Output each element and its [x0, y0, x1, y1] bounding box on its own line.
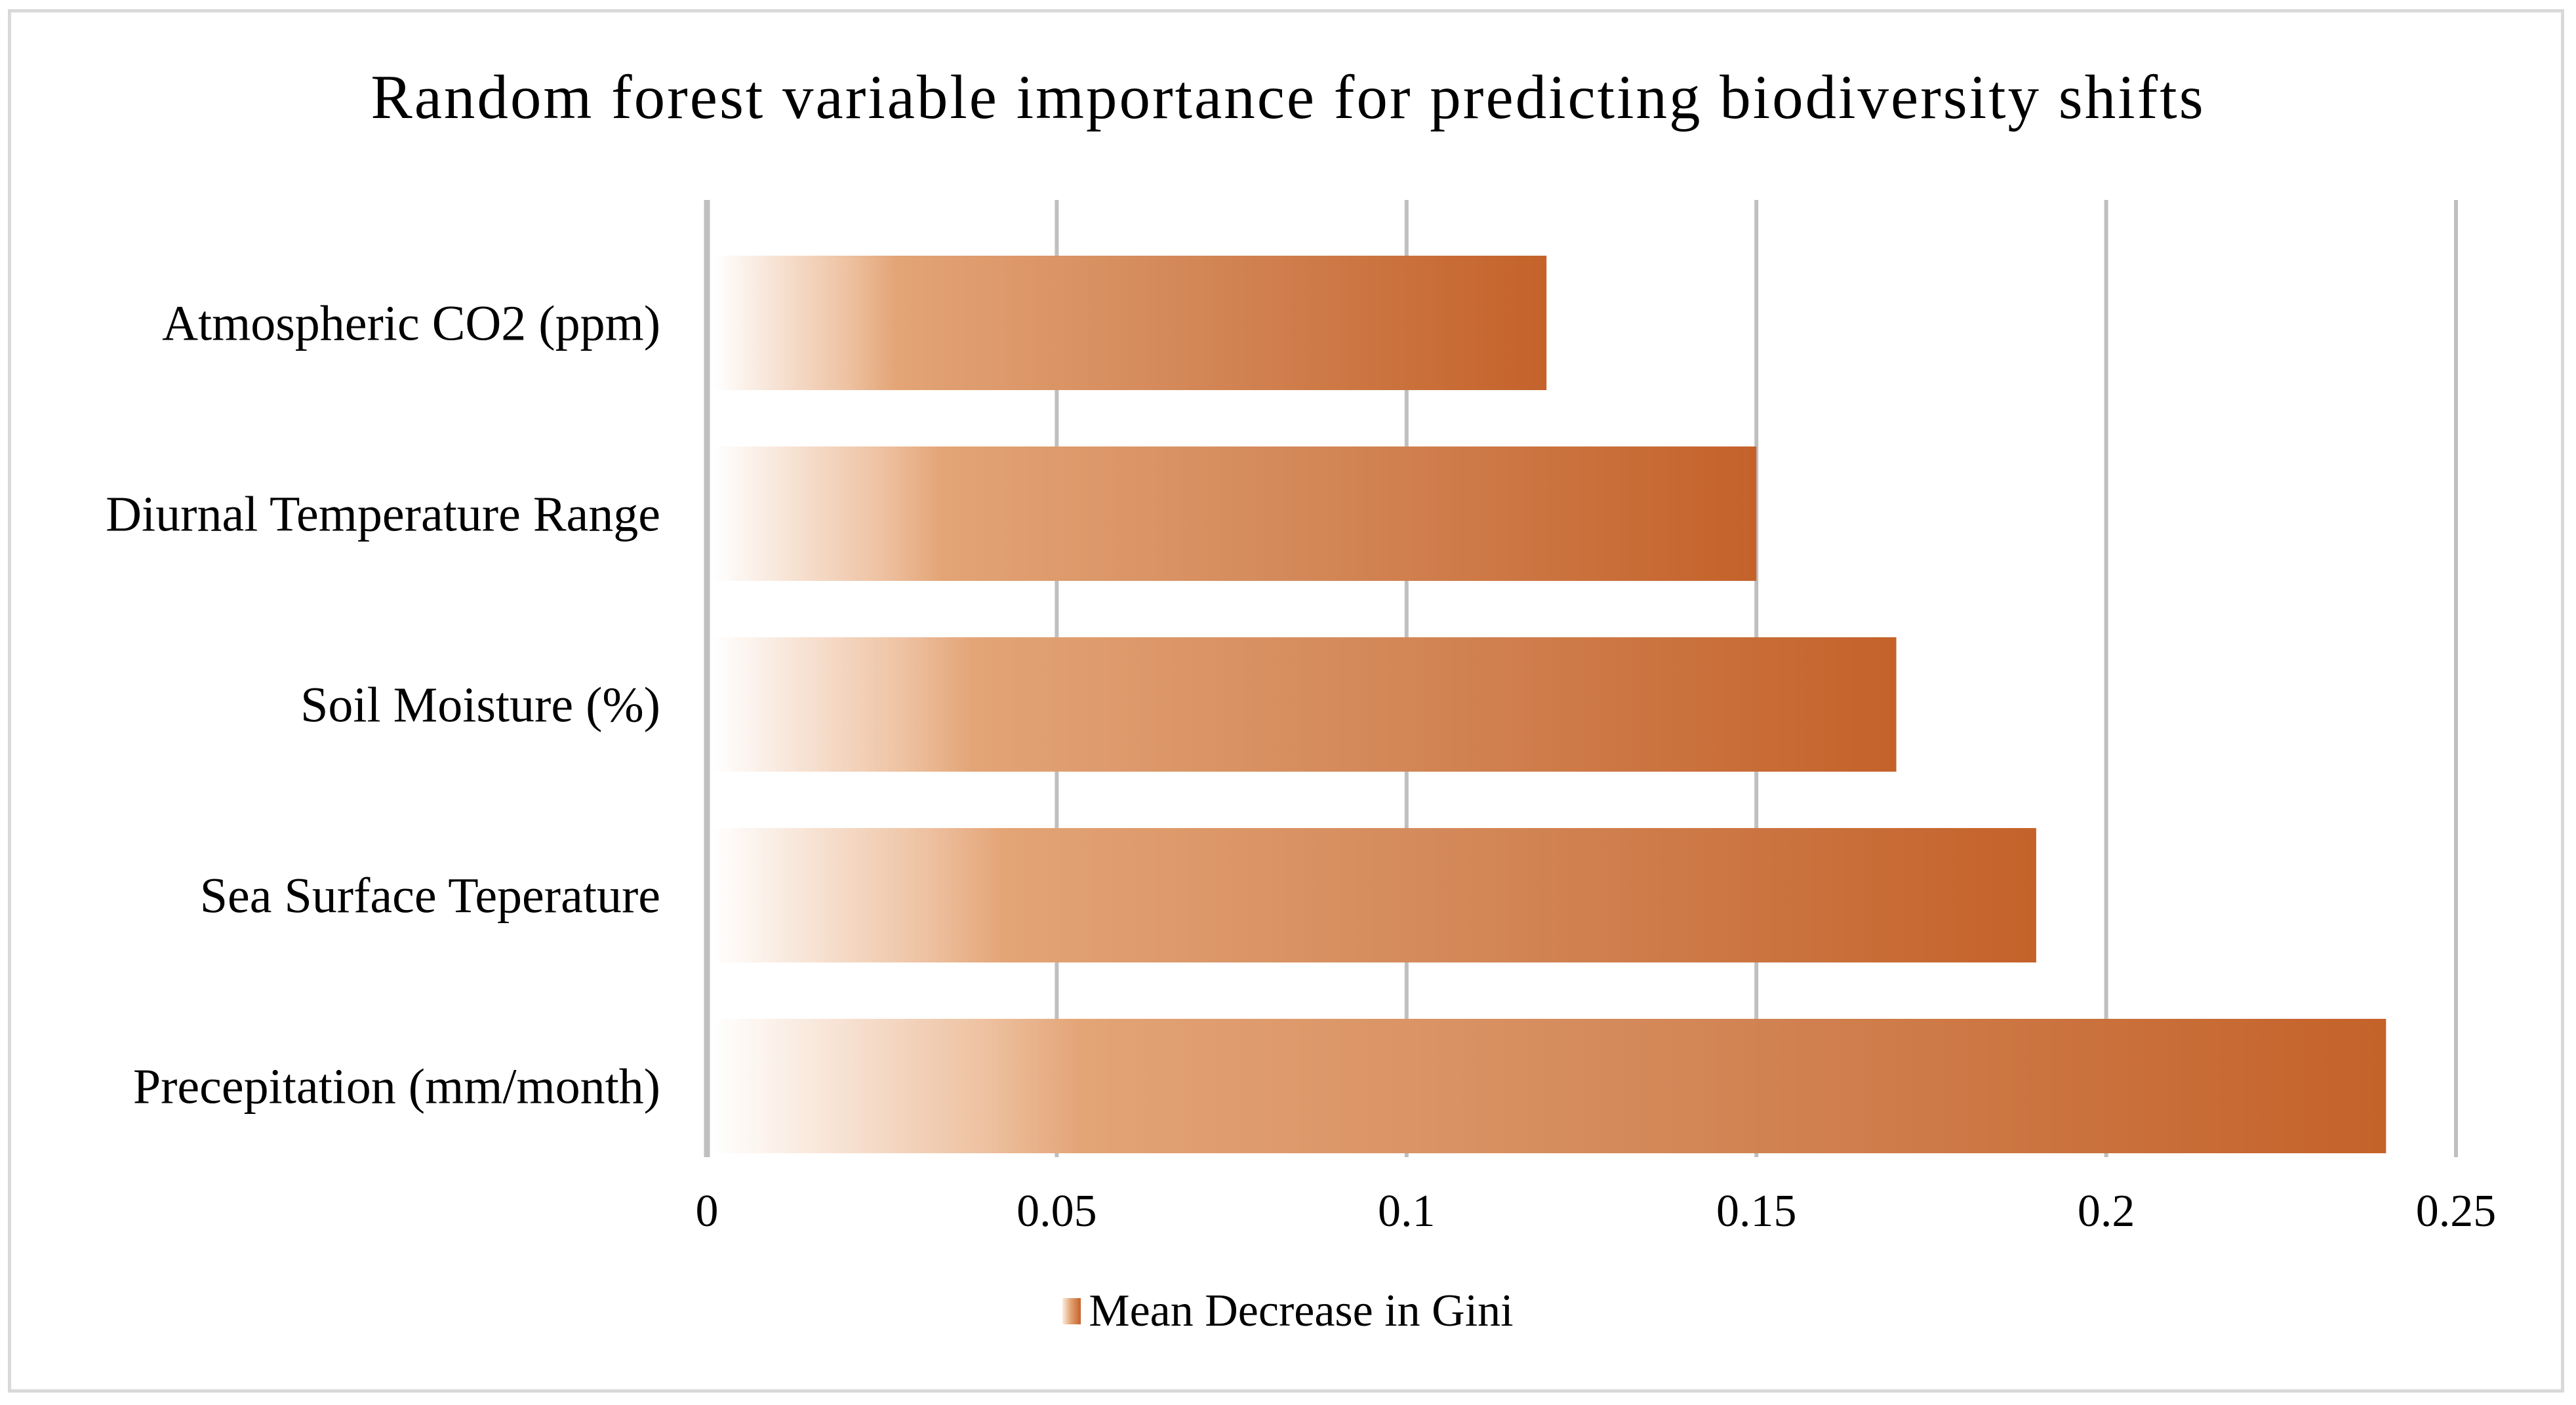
x-tick-label: 0.15 [1716, 1186, 1797, 1237]
chart-title: Random forest variable importance for pr… [371, 62, 2205, 132]
x-tick-label: 0.2 [2078, 1186, 2135, 1237]
x-tick-labels: 0 0.05 0.1 0.15 0.2 0.25 [696, 1186, 2497, 1237]
bar [714, 446, 1757, 581]
category-label: Atmospheric CO2 (ppm) [162, 296, 660, 351]
x-tick-label: 0.05 [1016, 1186, 1097, 1237]
legend-label: Mean Decrease in Gini [1089, 1286, 1514, 1336]
category-label: Precepitation (mm/month) [133, 1059, 660, 1115]
category-label: Sea Surface Teperature [200, 869, 660, 924]
category-label: Soil Moisture (%) [300, 678, 660, 733]
category-labels: Atmospheric CO2 (ppm) Diurnal Temperature… [106, 296, 660, 1115]
x-tick-label: 0 [696, 1186, 719, 1237]
legend-swatch [1062, 1298, 1081, 1324]
bar [714, 1019, 2386, 1153]
legend: Mean Decrease in Gini [0, 1285, 2576, 1337]
bar [714, 256, 1547, 390]
bars [714, 256, 2386, 1153]
category-label: Diurnal Temperature Range [106, 487, 660, 542]
x-tick-label: 0.1 [1378, 1186, 1436, 1237]
x-tick-label: 0.25 [2416, 1186, 2497, 1237]
bar [714, 828, 2036, 962]
bar [714, 637, 1897, 772]
